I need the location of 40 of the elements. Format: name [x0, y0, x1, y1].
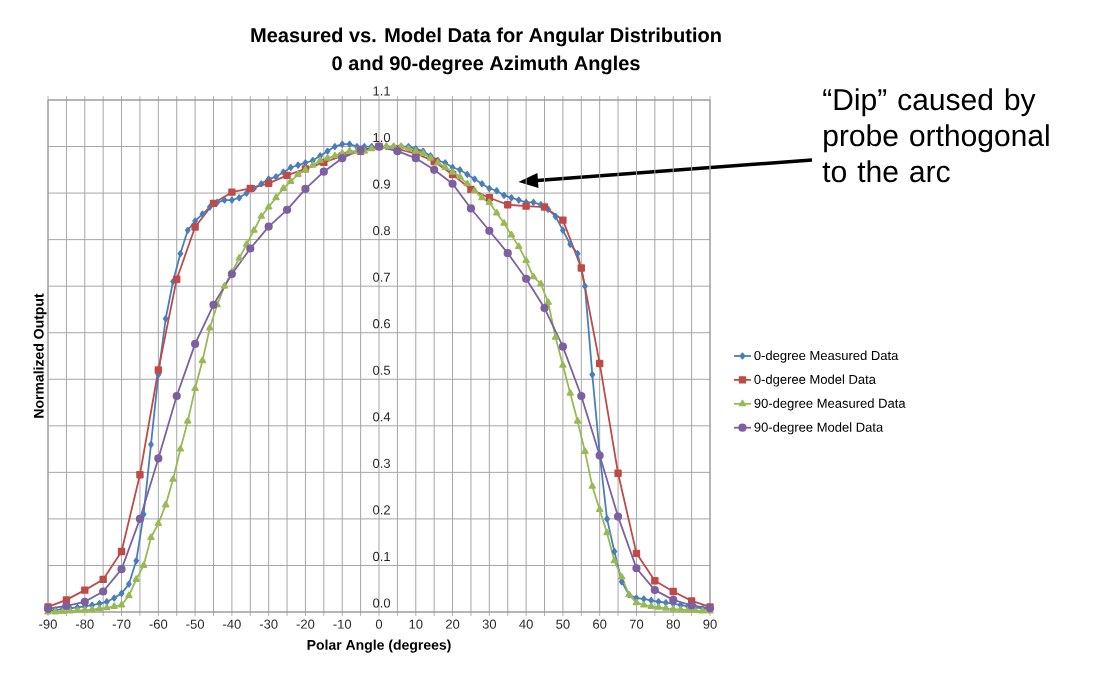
x-tick-label: -80	[75, 619, 94, 629]
legend-label: 0-dgeree Model Data	[754, 374, 876, 387]
y-tick-label: 0.9	[373, 179, 390, 189]
legend-label: 0-degree Measured Data	[754, 350, 899, 363]
y-tick-label: 0.8	[373, 226, 391, 236]
y-tick-label: 0.0	[373, 598, 391, 608]
chart-title: Measured vs. Model Data for Angular Distribution	[251, 27, 721, 47]
x-tick-label: 40	[519, 619, 533, 629]
legend-label: 90-degree Model Data	[754, 422, 884, 435]
y-tick-label: 0.6	[373, 319, 391, 329]
x-tick-label: 80	[666, 619, 680, 629]
chart-subtitle: 0 and 90-degree Azimuth Angles	[332, 55, 640, 75]
legend-label: 90-degree Measured Data	[754, 398, 906, 411]
y-tick-label: 0.2	[373, 505, 390, 515]
x-tick-label: 10	[409, 619, 423, 629]
y-tick-label: 0.5	[373, 365, 391, 375]
y-tick-label: 1.0	[373, 132, 391, 143]
x-tick-label: -50	[186, 619, 204, 629]
y-axis-title: Normalized Output	[33, 293, 47, 418]
x-tick-label: -30	[259, 619, 278, 629]
x-tick-label: 20	[445, 619, 460, 629]
y-tick-label: 0.4	[373, 412, 391, 422]
x-axis-title: Polar Angle (degrees)	[307, 639, 451, 653]
x-tick-label: 60	[593, 619, 607, 629]
y-tick-label: 0.7	[373, 272, 390, 282]
x-tick-label: -10	[333, 619, 352, 629]
x-tick-label: 70	[629, 619, 644, 629]
x-tick-label: -70	[112, 619, 131, 629]
y-tick-label: 1.1	[373, 86, 390, 96]
x-tick-label: -40	[223, 619, 241, 629]
x-tick-label: -90	[39, 619, 57, 629]
y-tick-label: 0.1	[373, 551, 390, 562]
x-tick-label: -60	[149, 619, 168, 629]
text: “Dip” caused by probe orthogonal to the arc	[822, 88, 1049, 183]
x-tick-label: 0	[375, 619, 383, 629]
x-tick-label: 50	[556, 619, 570, 629]
y-tick-label: 0.3	[373, 458, 391, 468]
x-tick-label: 30	[482, 619, 497, 629]
x-tick-label: -20	[296, 619, 315, 629]
x-tick-label: 90	[703, 619, 717, 629]
